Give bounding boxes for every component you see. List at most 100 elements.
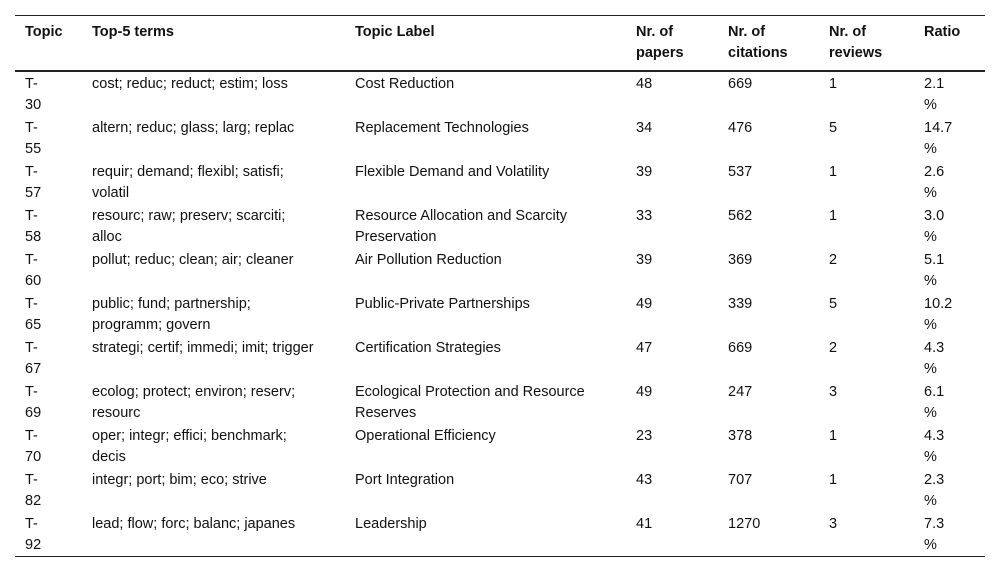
table-cell: 1 xyxy=(829,208,838,224)
table-cell: 562 xyxy=(728,208,753,224)
table-cell: 537 xyxy=(728,164,753,180)
table-cell: 10.2 % xyxy=(924,296,953,333)
table-cell: strategi; certif; immedi; imit; trigger xyxy=(92,340,314,356)
table-cell: 47 xyxy=(636,340,653,356)
table-cell: Flexible Demand and Volatility xyxy=(355,164,550,180)
table-cell: T-65 xyxy=(25,296,42,333)
table-cell: Leadership xyxy=(355,516,427,532)
table-cell: T-69 xyxy=(25,384,42,421)
topic-table: Topic Top-5 terms Topic Label Nr. of papers… xyxy=(15,15,985,557)
table-cell: 3 xyxy=(829,516,838,532)
table-cell: 707 xyxy=(728,472,753,488)
table-cell: Ecological Protection and Resource Reser… xyxy=(355,384,585,421)
table-cell: lead; flow; forc; balanc; japanes xyxy=(92,516,296,532)
table-cell: 476 xyxy=(728,120,753,136)
table-cell: public; fund; partnership; programm; gov… xyxy=(92,296,251,333)
table-cell: 369 xyxy=(728,252,753,268)
table-cell: T-58 xyxy=(25,208,42,245)
table-cell: Resource Allocation and Scarcity Preserv… xyxy=(355,208,567,245)
column-header: Topic xyxy=(25,24,63,40)
table-cell: 6.1 % xyxy=(924,384,945,421)
table-cell: T-92 xyxy=(25,516,42,553)
table-cell: 49 xyxy=(636,296,653,312)
table-cell: 39 xyxy=(636,252,653,268)
table-row: T-58 resourc; raw; preserv; scarciti; all… xyxy=(15,204,985,248)
table-cell: T-70 xyxy=(25,428,42,465)
column-header: Topic Label xyxy=(355,24,435,40)
table-cell: 7.3 % xyxy=(924,516,945,553)
table-cell: 4.3 % xyxy=(924,340,945,377)
table-cell: 1270 xyxy=(728,516,761,532)
table-cell: 43 xyxy=(636,472,653,488)
table-cell: 23 xyxy=(636,428,653,444)
table-header: Topic Top-5 terms Topic Label Nr. of papers… xyxy=(15,15,985,71)
column-header: Nr. of citations xyxy=(728,24,788,61)
table-cell: T-55 xyxy=(25,120,42,157)
table-cell: 669 xyxy=(728,340,753,356)
table-cell: 41 xyxy=(636,516,653,532)
table-cell: 4.3 % xyxy=(924,428,945,465)
table-cell: 3 xyxy=(829,384,838,400)
table-row: T-82 integr; port; bim; eco; strive Port I… xyxy=(15,468,985,512)
table-row: T-65 public; fund; partnership; programm;… xyxy=(15,292,985,336)
table-cell: 33 xyxy=(636,208,653,224)
table-cell: integr; port; bim; eco; strive xyxy=(92,472,267,488)
table-cell: 2.6 % xyxy=(924,164,945,201)
header-row: Topic Top-5 terms Topic Label Nr. of papers… xyxy=(15,15,985,71)
column-header: Nr. of papers xyxy=(636,24,684,61)
table-cell: 1 xyxy=(829,76,838,92)
table-cell: 5 xyxy=(829,296,838,312)
table-cell: T-57 xyxy=(25,164,42,201)
table-cell: Air Pollution Reduction xyxy=(355,252,502,268)
table-cell: ecolog; protect; environ; reserv; resour… xyxy=(92,384,296,421)
table-cell: 669 xyxy=(728,76,753,92)
table-cell: 5 xyxy=(829,120,838,136)
table-cell: 339 xyxy=(728,296,753,312)
table-cell: altern; reduc; glass; larg; replac xyxy=(92,120,295,136)
table-cell: 2.1 % xyxy=(924,76,945,113)
table-body: T-30 cost; reduc; reduct; estim; loss Cost… xyxy=(15,71,985,557)
column-header: Top-5 terms xyxy=(92,24,174,40)
table-cell: oper; integr; effici; benchmark; decis xyxy=(92,428,287,465)
table-cell: T-67 xyxy=(25,340,42,377)
table-row: T-30 cost; reduc; reduct; estim; loss Cost… xyxy=(15,71,985,116)
table-cell: requir; demand; flexibl; satisfi; volati… xyxy=(92,164,284,201)
table-cell: Operational Efficiency xyxy=(355,428,496,444)
table-cell: T-60 xyxy=(25,252,42,289)
table-cell: Replacement Technologies xyxy=(355,120,529,136)
table-cell: Certification Strategies xyxy=(355,340,501,356)
table-cell: 48 xyxy=(636,76,653,92)
table-cell: 1 xyxy=(829,164,838,180)
table-cell: 14.7 % xyxy=(924,120,953,157)
table-row: T-67 strategi; certif; immedi; imit; trig… xyxy=(15,336,985,380)
column-header: Ratio xyxy=(924,24,961,40)
table-cell: 247 xyxy=(728,384,753,400)
table-cell: 378 xyxy=(728,428,753,444)
table-cell: Cost Reduction xyxy=(355,76,455,92)
table-cell: 39 xyxy=(636,164,653,180)
table-cell: 2 xyxy=(829,252,838,268)
table-row: T-70 oper; integr; effici; benchmark; dec… xyxy=(15,424,985,468)
table-cell: 2.3 % xyxy=(924,472,945,509)
table-cell: cost; reduc; reduct; estim; loss xyxy=(92,76,288,92)
table-row: T-55 altern; reduc; glass; larg; replac Re… xyxy=(15,116,985,160)
table-cell: resourc; raw; preserv; scarciti; alloc xyxy=(92,208,286,245)
column-header: Nr. of reviews xyxy=(829,24,883,61)
table-cell: Public-Private Partnerships xyxy=(355,296,530,312)
table-row: T-92 lead; flow; forc; balanc; japanes Lea… xyxy=(15,512,985,557)
table-row: T-60 pollut; reduc; clean; air; cleaner Ai… xyxy=(15,248,985,292)
table-cell: T-30 xyxy=(25,76,42,113)
table-cell: 5.1 % xyxy=(924,252,945,289)
table-cell: T-82 xyxy=(25,472,42,509)
table-cell: 3.0 % xyxy=(924,208,945,245)
table-cell: 1 xyxy=(829,472,838,488)
table-row: T-57 requir; demand; flexibl; satisfi; vo… xyxy=(15,160,985,204)
table-cell: pollut; reduc; clean; air; cleaner xyxy=(92,252,294,268)
table-cell: 1 xyxy=(829,428,838,444)
table-cell: 49 xyxy=(636,384,653,400)
table-cell: 34 xyxy=(636,120,653,136)
table-cell: 2 xyxy=(829,340,838,356)
table-cell: Port Integration xyxy=(355,472,455,488)
table-row: T-69 ecolog; protect; environ; reserv; re… xyxy=(15,380,985,424)
